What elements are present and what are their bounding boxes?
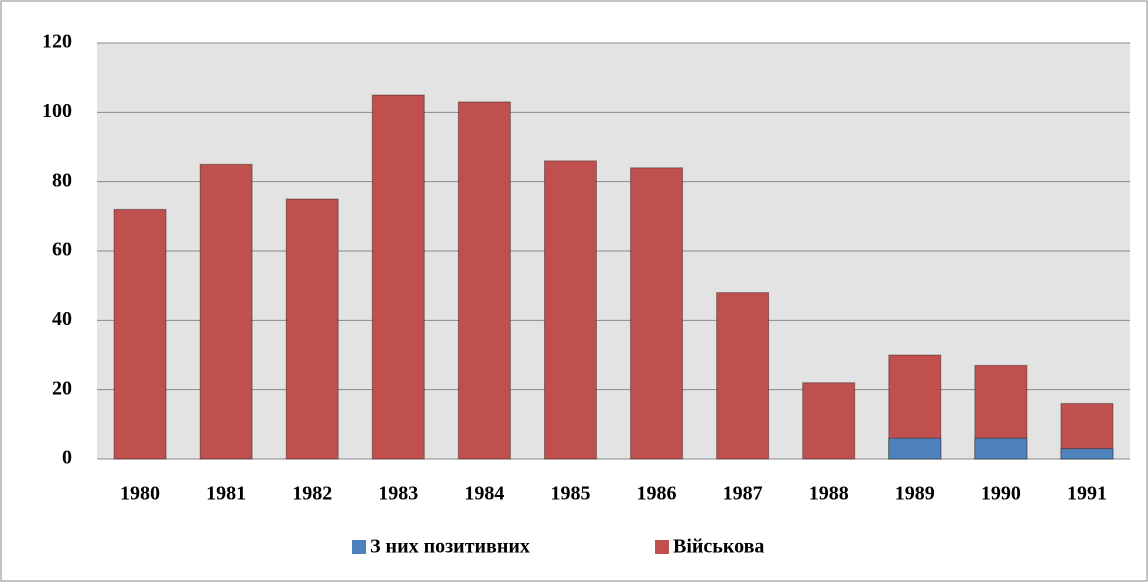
bar bbox=[716, 292, 770, 460]
bar bbox=[543, 160, 597, 460]
bar bbox=[371, 94, 425, 460]
y-tick-label: 60 bbox=[52, 239, 72, 261]
legend-label: Військова bbox=[673, 536, 764, 558]
bar bbox=[457, 101, 511, 460]
x-tick-label: 1988 bbox=[809, 483, 849, 505]
legend-swatch bbox=[352, 540, 366, 554]
x-tick-label: 1981 bbox=[206, 483, 246, 505]
bar bbox=[974, 437, 1028, 460]
legend-label: З них позитивних bbox=[370, 536, 530, 558]
x-tick-label: 1985 bbox=[550, 483, 590, 505]
bar bbox=[802, 382, 856, 460]
x-tick-label: 1991 bbox=[1067, 483, 1107, 505]
bar bbox=[199, 163, 253, 460]
y-tick-label: 80 bbox=[52, 169, 72, 191]
bar bbox=[630, 167, 684, 460]
x-tick-label: 1982 bbox=[292, 483, 332, 505]
legend-swatch bbox=[655, 540, 669, 554]
y-tick-label: 20 bbox=[52, 377, 72, 399]
x-tick-label: 1986 bbox=[637, 483, 677, 505]
x-tick-label: 1980 bbox=[120, 483, 160, 505]
x-tick-label: 1984 bbox=[464, 483, 504, 505]
x-tick-label: 1987 bbox=[723, 483, 763, 505]
legend: З них позитивнихВійськоваЗ них позитивни… bbox=[352, 536, 764, 558]
bar bbox=[113, 208, 167, 460]
bar bbox=[888, 437, 942, 460]
x-tick-label: 1990 bbox=[981, 483, 1021, 505]
y-tick-label: 40 bbox=[52, 308, 72, 330]
x-tick-label: 1983 bbox=[378, 483, 418, 505]
y-tick-label: 100 bbox=[42, 100, 72, 122]
y-tick-label: 120 bbox=[42, 31, 72, 53]
bar bbox=[1060, 448, 1114, 460]
x-tick-label: 1989 bbox=[895, 483, 935, 505]
y-tick-label: 0 bbox=[62, 447, 72, 469]
bar bbox=[285, 198, 339, 460]
